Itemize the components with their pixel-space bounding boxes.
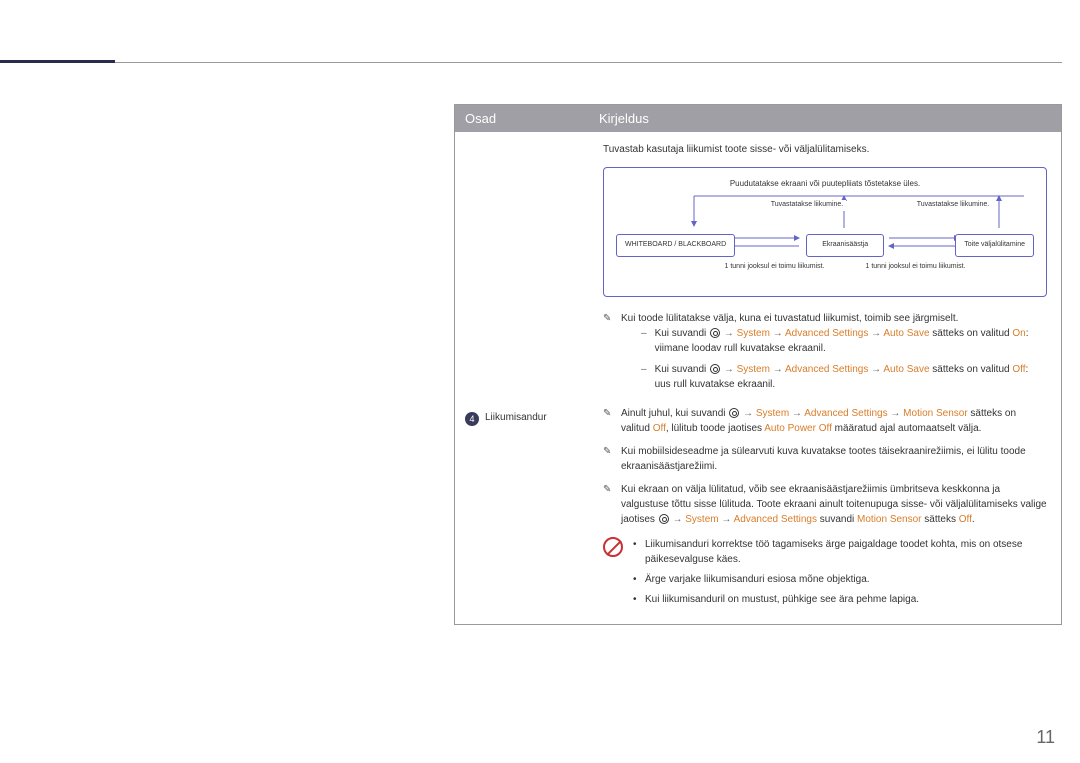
diagram-title: Puudutatakse ekraani või puutepliiats tõ… [616,178,1034,190]
note-3: ✎ Kui mobiilsideseadme ja sülearvuti kuv… [603,444,1047,474]
col-header-desc: Kirjeldus [589,105,1061,132]
col-header-parts: Osad [455,105,589,132]
gear-icon [710,364,720,374]
parts-table: Osad Kirjeldus 4 Liikumisandur Tuvastab … [454,104,1062,625]
header-rule [115,62,1062,63]
warning-item-1: •Liikumisanduri korrektse töö tagamiseks… [633,537,1047,567]
cell-part-label: 4 Liikumisandur [455,132,589,624]
warning-item-3: •Kui liikumisanduril on mustust, pühkige… [633,592,1047,607]
pencil-icon: ✎ [603,444,615,474]
note-4: ✎ Kui ekraan on välja lülitatud, võib se… [603,482,1047,527]
note-3-text: Kui mobiilsideseadme ja sülearvuti kuva … [621,444,1047,474]
page-number: 11 [1036,727,1055,748]
diagram-box-screensaver: Ekraanisäästja [806,234,884,257]
part-number-badge: 4 [465,412,479,426]
warning-item-2: •Ärge varjake liikumisanduri esiosa mõne… [633,572,1047,587]
header-accent [0,60,115,63]
table-row: 4 Liikumisandur Tuvastab kasutaja liikum… [455,132,1061,624]
dash-icon: ‒ [641,326,647,356]
pencil-icon: ✎ [603,406,615,436]
diagram-label-nomove-1: 1 tunni jooksul ei toimu liikumist. [722,262,828,273]
gear-icon [659,514,669,524]
pencil-icon: ✎ [603,482,615,527]
cell-description: Tuvastab kasutaja liikumist toote sisse-… [589,132,1061,624]
gear-icon [710,328,720,338]
note-2-text: Ainult juhul, kui suvandi → System → Adv… [621,406,1047,436]
note-1-text: Kui toode lülitatakse välja, kuna ei tuv… [621,311,1047,326]
note-1-sub-2: ‒ Kui suvandi → System → Advanced Settin… [641,362,1047,392]
diagram-box-whiteboard: WHITEBOARD / BLACKBOARD [616,234,735,257]
note-4-text: Kui ekraan on välja lülitatud, võib see … [621,482,1047,527]
diagram-box-poweroff: Toite väljalülitamine [955,234,1034,257]
pencil-icon: ✎ [603,311,615,398]
warning-list: •Liikumisanduri korrektse töö tagamiseks… [633,537,1047,612]
dash-icon: ‒ [641,362,647,392]
state-diagram: Puudutatakse ekraani või puutepliiats tõ… [603,167,1047,297]
table-header: Osad Kirjeldus [455,105,1061,132]
note-1-sub-2-text: Kui suvandi → System → Advanced Settings… [655,362,1047,392]
part-name: Liikumisandur [485,412,547,423]
note-1-sub-1: ‒ Kui suvandi → System → Advanced Settin… [641,326,1047,356]
diagram-label-nomove-2: 1 tunni jooksul ei toimu liikumist. [863,262,969,273]
prohibit-icon [603,537,623,557]
intro-text: Tuvastab kasutaja liikumist toote sisse-… [603,142,1047,157]
note-2: ✎ Ainult juhul, kui suvandi → System → A… [603,406,1047,436]
diagram-label-detect-1: Tuvastatakse liikumine. [768,200,847,211]
diagram-label-detect-2: Tuvastatakse liikumine. [914,200,993,211]
gear-icon [729,408,739,418]
warning-block: •Liikumisanduri korrektse töö tagamiseks… [603,537,1047,612]
note-1-sub-1-text: Kui suvandi → System → Advanced Settings… [655,326,1047,356]
note-1: ✎ Kui toode lülitatakse välja, kuna ei t… [603,311,1047,398]
